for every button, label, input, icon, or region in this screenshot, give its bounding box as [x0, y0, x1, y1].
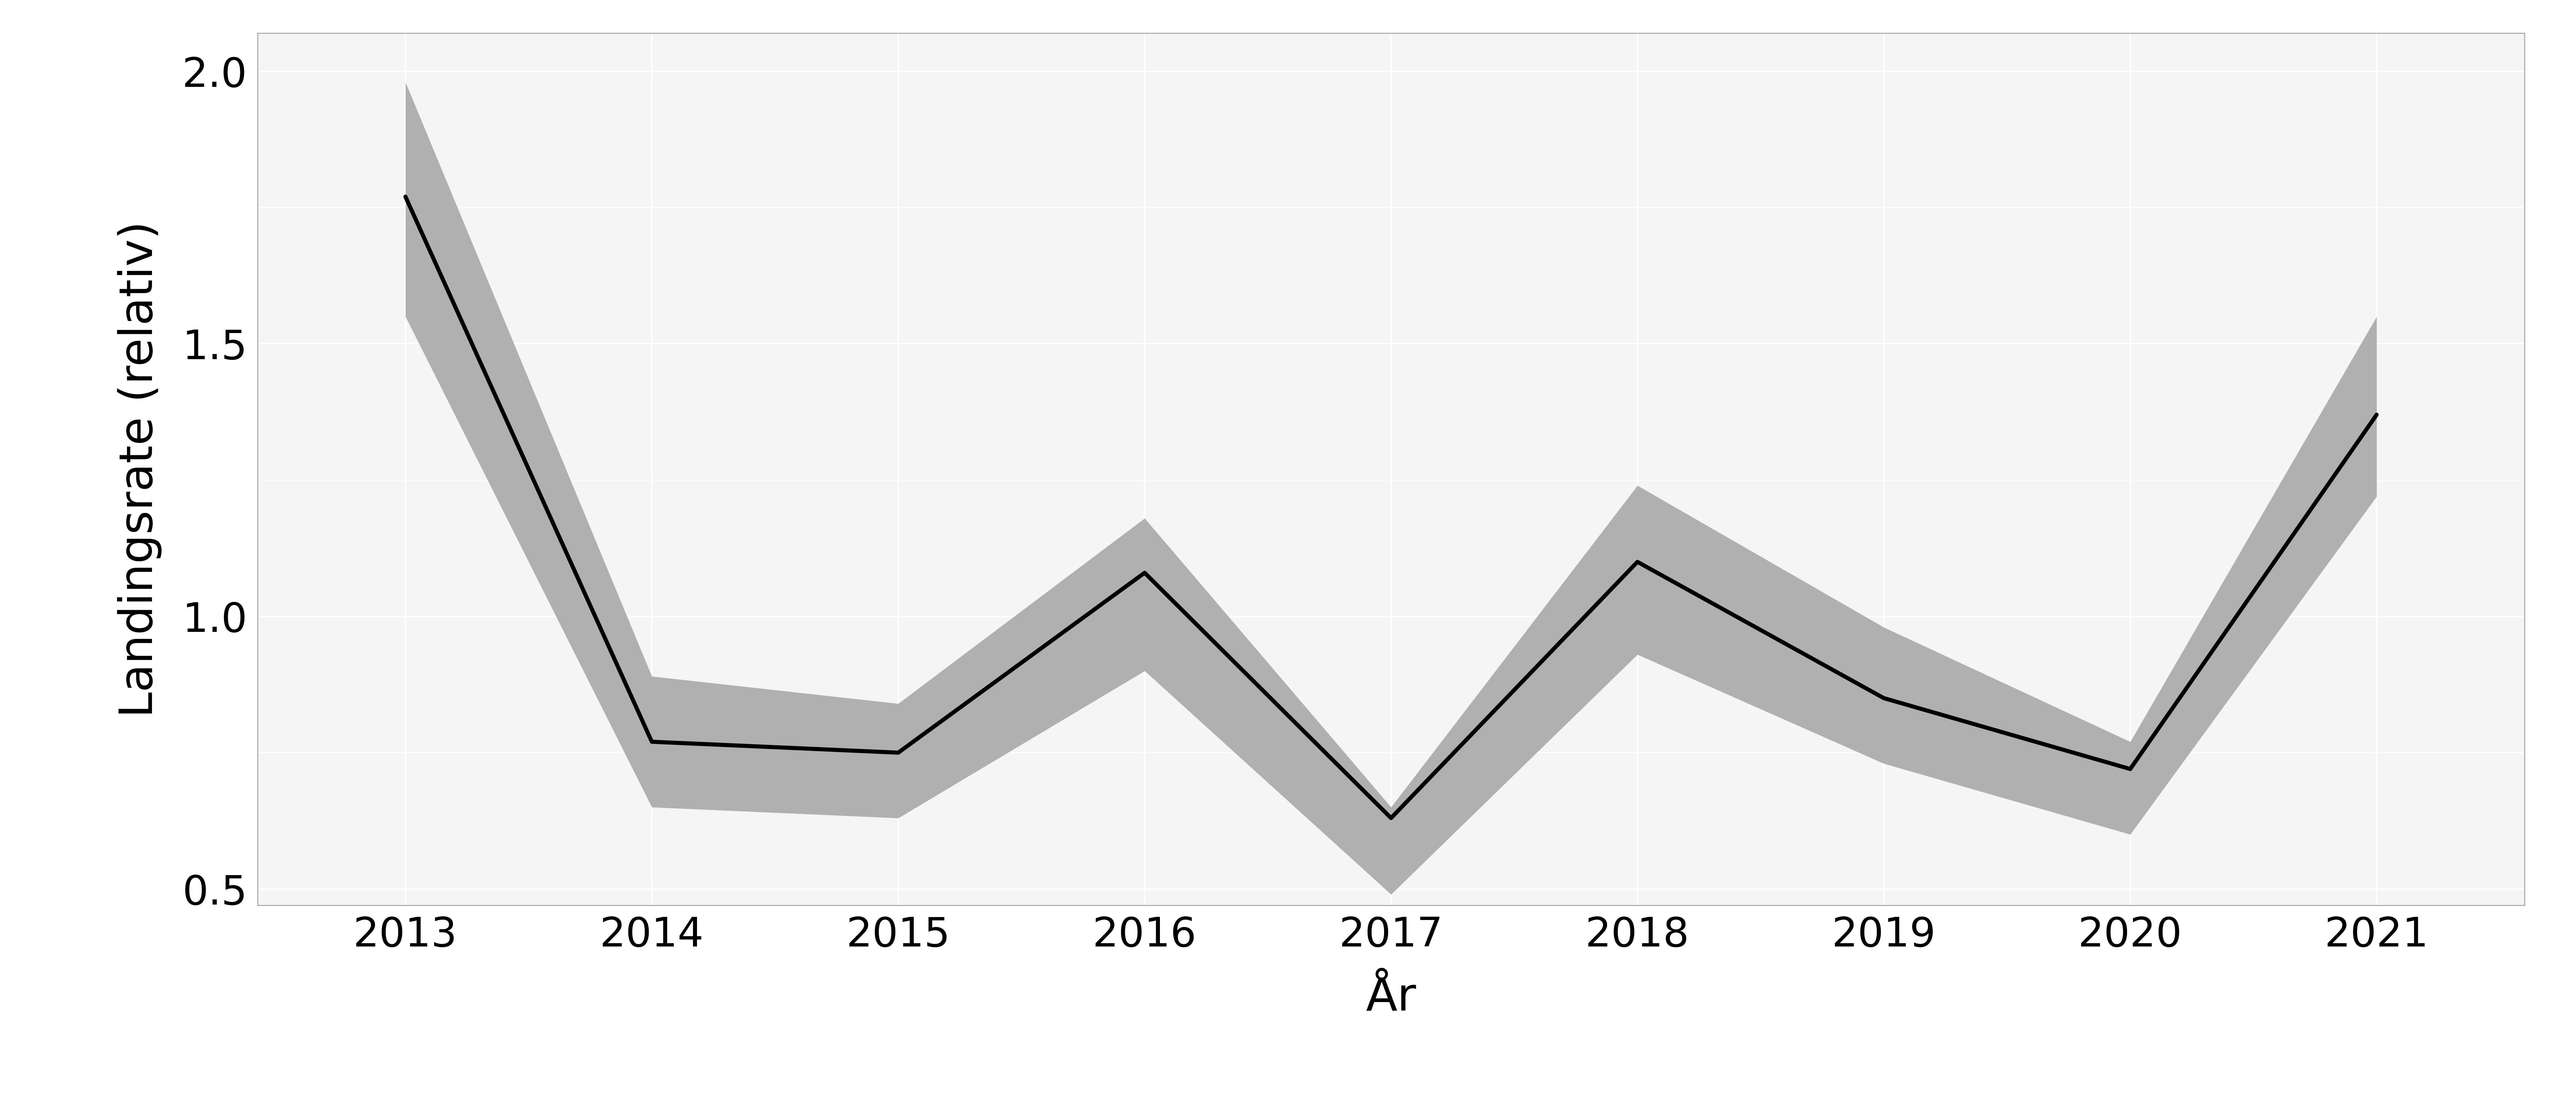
X-axis label: År: År — [1365, 975, 1417, 1020]
Y-axis label: Landingsrate (relativ): Landingsrate (relativ) — [118, 221, 162, 718]
